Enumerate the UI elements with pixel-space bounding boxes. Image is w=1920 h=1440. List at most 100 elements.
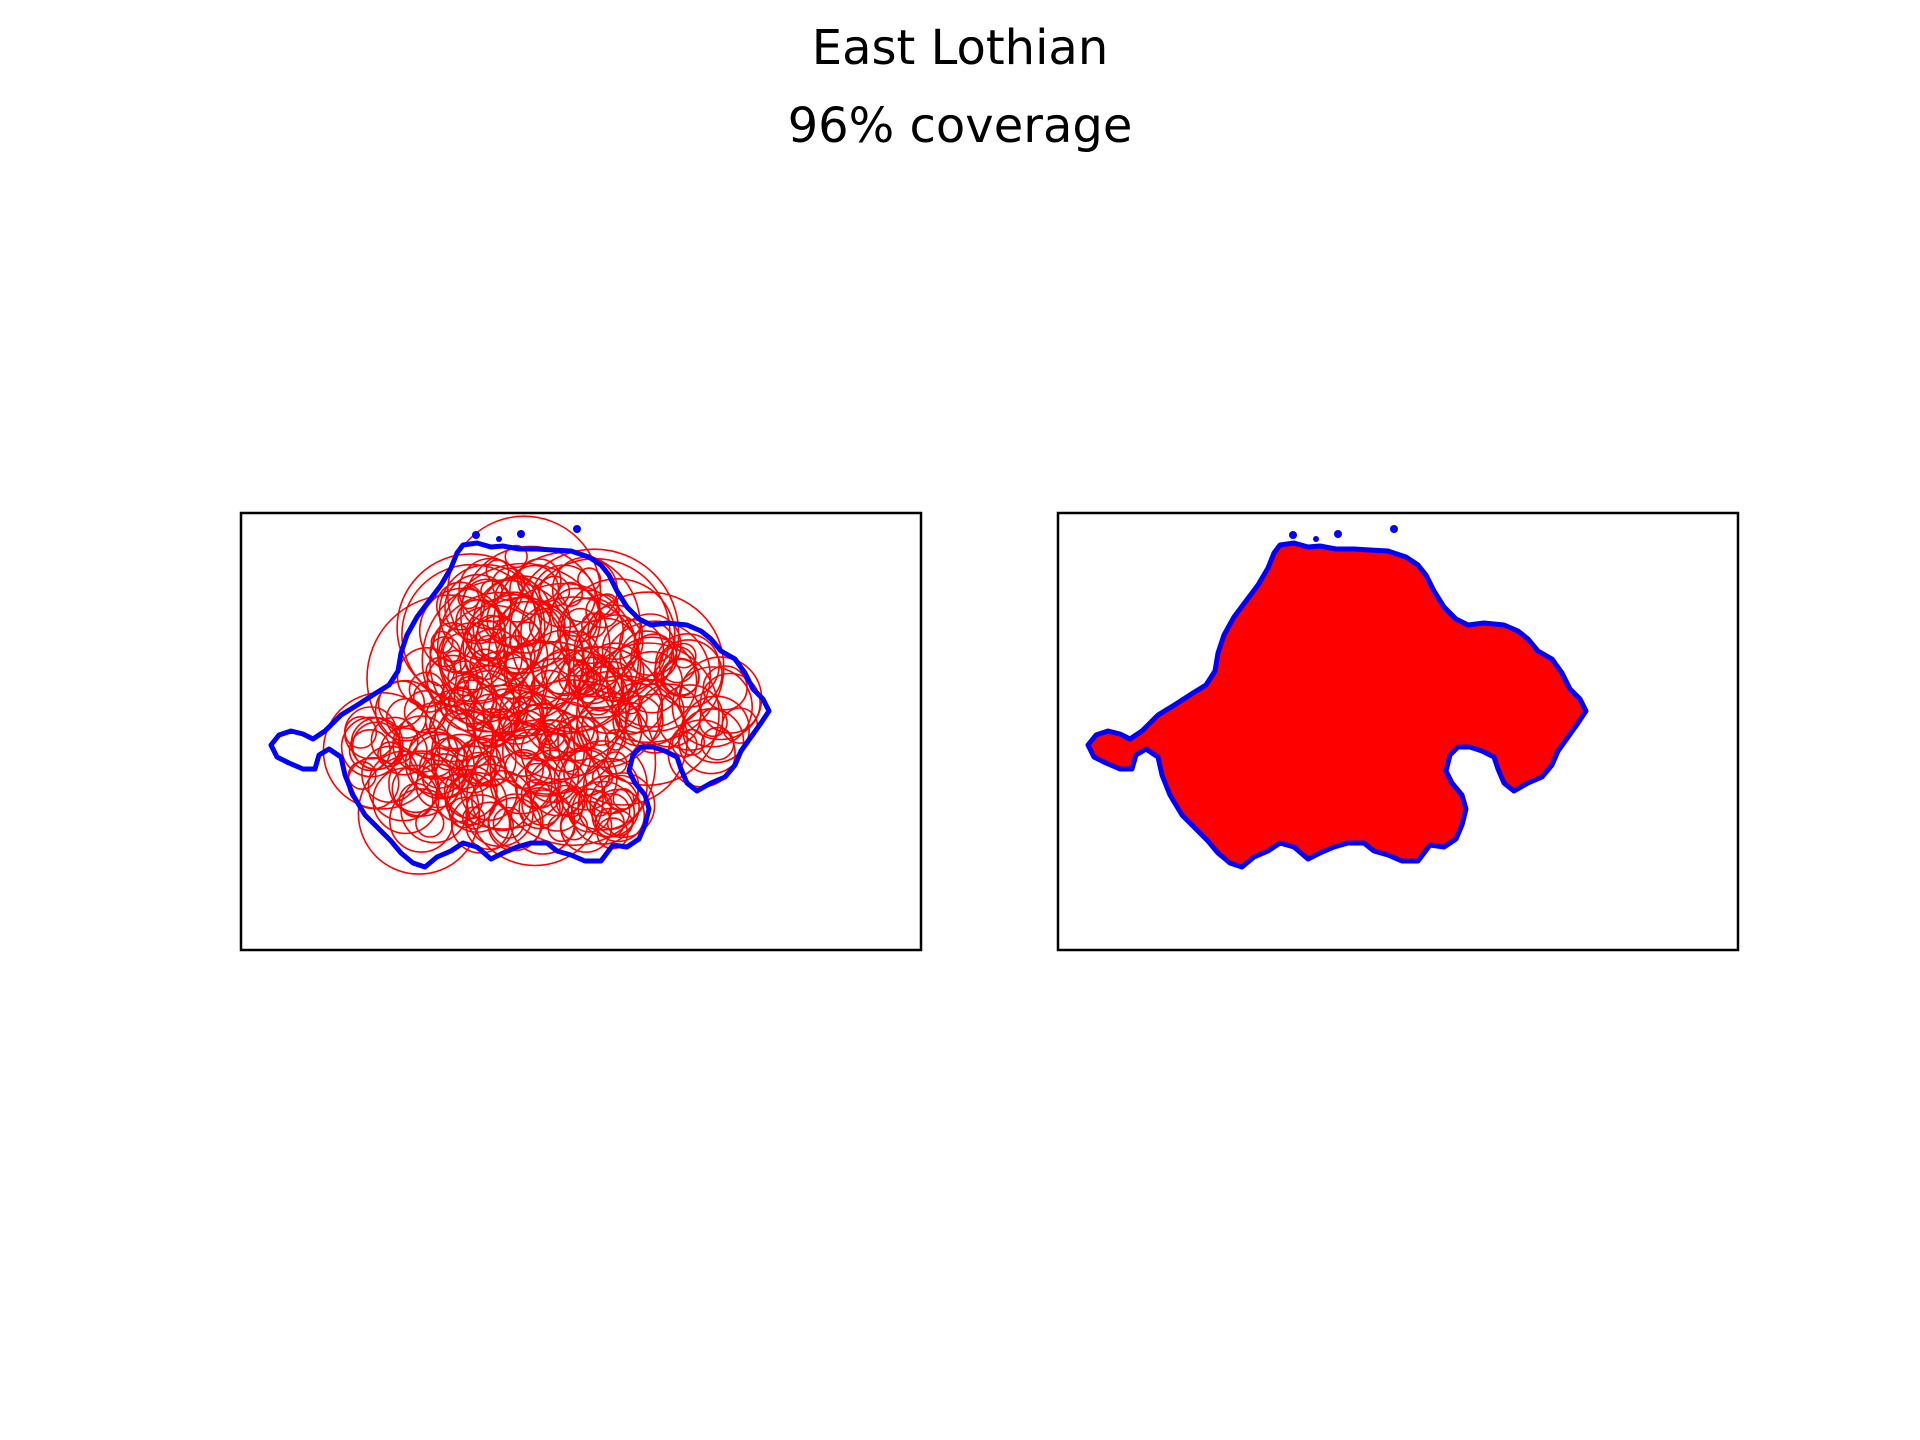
coverage-circle <box>543 701 596 754</box>
coverage-circle <box>425 656 456 687</box>
filled-coverage-panel <box>1056 511 1740 952</box>
coverage-circle <box>580 612 607 638</box>
coverage-circle <box>529 669 571 710</box>
coverage-circle <box>596 593 619 616</box>
coverage-circle <box>670 642 697 669</box>
coverage-circle <box>589 772 656 839</box>
coverage-circle <box>567 788 612 833</box>
coverage-circle <box>448 796 480 829</box>
coverage-circle <box>471 769 533 832</box>
coverage-circle <box>408 727 459 778</box>
coverage-circle <box>614 701 648 735</box>
coverage-circle <box>551 587 601 637</box>
coverage-circle <box>444 573 512 642</box>
coverage-circle <box>430 630 454 654</box>
coverage-circle <box>409 733 476 800</box>
coverage-circle <box>671 666 753 748</box>
coverage-circle <box>504 544 528 569</box>
coverage-circle <box>448 745 497 794</box>
coverage-circle <box>656 684 724 751</box>
coverage-circle <box>518 787 561 830</box>
coverage-circle <box>552 630 599 677</box>
coverage-circle <box>677 707 745 775</box>
coverage-circle <box>618 690 643 715</box>
coverage-subtitle: 96% coverage <box>787 98 1133 154</box>
coverage-circle <box>475 615 520 660</box>
circle-packing-panel <box>239 511 923 952</box>
coverage-circle <box>593 792 631 830</box>
coverage-circle <box>514 621 540 647</box>
coverage-circle <box>547 813 576 843</box>
coverage-circle <box>491 567 526 602</box>
coverage-circle <box>492 806 525 839</box>
coverage-circle <box>662 658 700 696</box>
coverage-circle <box>465 778 534 848</box>
coverage-circle <box>377 741 404 768</box>
coverage-circle <box>524 757 551 784</box>
coverage-circle <box>424 689 486 750</box>
coverage-circle <box>343 706 398 760</box>
coverage-circle <box>512 690 549 727</box>
coverage-circle <box>562 607 598 643</box>
coverage-circle <box>653 639 723 708</box>
coverage-circle <box>462 806 486 830</box>
coverage-circle <box>391 764 441 814</box>
coverage-circle <box>681 695 750 764</box>
coverage-circle <box>581 683 614 716</box>
coverage-circle <box>702 665 748 711</box>
coverage-circle <box>480 579 503 603</box>
coverage-circle <box>473 634 506 667</box>
coverage-circle <box>489 689 545 745</box>
coverage-circle <box>446 515 602 670</box>
coverage-circle <box>671 731 698 758</box>
coverage-circle <box>499 600 553 654</box>
coverage-circle <box>489 679 657 847</box>
coverage-circle <box>566 663 598 695</box>
coverage-circle <box>398 782 434 818</box>
coverage-circle <box>572 667 601 696</box>
coverage-circle <box>591 788 646 843</box>
coverage-circle <box>469 648 502 681</box>
coverage-circle <box>447 660 484 697</box>
coverage-circle <box>588 614 644 670</box>
coverage-circle <box>501 709 549 757</box>
coverage-circle <box>535 719 566 750</box>
coverage-circle <box>599 620 712 732</box>
coverage-circle <box>573 725 599 751</box>
coverage-circle <box>372 767 440 835</box>
coverage-circle <box>462 669 515 723</box>
coverage-circle <box>591 766 614 788</box>
coverage-circle <box>403 690 448 734</box>
coverage-circle <box>612 787 635 810</box>
coverage-circles <box>322 515 763 875</box>
figure-title: East Lothian <box>811 20 1109 76</box>
coverage-circle <box>446 771 508 833</box>
coverage-circle <box>448 679 495 725</box>
coverage-circle <box>658 645 697 684</box>
coverage-circle <box>509 789 576 855</box>
coverage-circle <box>619 630 675 686</box>
coverage-circle <box>521 783 564 827</box>
coverage-circle <box>567 645 620 698</box>
coverage-circle <box>637 683 702 748</box>
coverage-circle <box>577 567 602 592</box>
coverage-circle <box>439 673 498 732</box>
coverage-circle <box>528 607 566 645</box>
coverage-circle <box>472 707 513 749</box>
coverage-circle <box>455 598 501 645</box>
coverage-circle <box>540 733 569 762</box>
coverage-circle <box>340 716 402 778</box>
coverage-circle <box>512 731 541 760</box>
coverage-circle <box>457 586 480 610</box>
coverage-circle <box>529 629 595 695</box>
coverage-circle <box>555 787 586 818</box>
coverage-circle <box>584 642 645 702</box>
coverage-circle <box>560 812 589 841</box>
coverage-circle <box>700 726 735 761</box>
coverage-circle <box>493 575 541 623</box>
coverage-circle <box>573 617 638 683</box>
coverage-circle <box>486 591 543 648</box>
coverage-circle <box>458 557 524 623</box>
coverage-circle <box>370 716 419 765</box>
